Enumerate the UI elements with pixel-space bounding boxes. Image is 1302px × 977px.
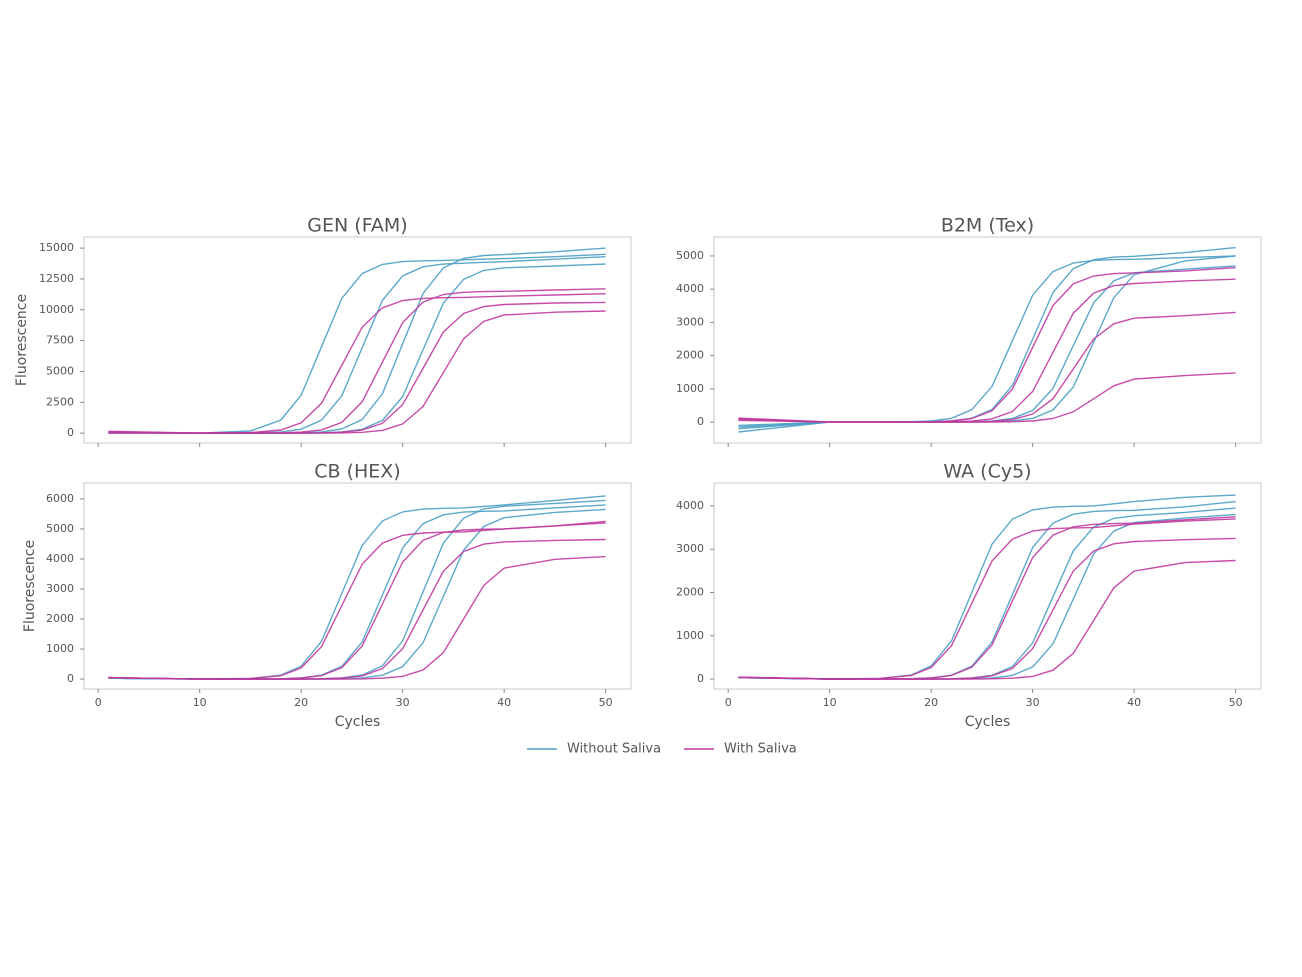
legend-label: With Saliva <box>724 742 797 757</box>
x-tick-label: 20 <box>294 696 308 709</box>
x-tick-label: 0 <box>95 696 102 709</box>
panel-title: CB (HEX) <box>314 461 400 483</box>
y-tick-label: 5000 <box>46 522 74 535</box>
x-tick-label: 50 <box>599 696 613 709</box>
x-axis-label: Cycles <box>965 714 1011 730</box>
panel-title: GEN (FAM) <box>307 215 407 237</box>
y-tick-label: 2500 <box>46 395 74 408</box>
curve <box>108 253 606 434</box>
y-tick-label: 5000 <box>676 249 704 262</box>
x-tick-label: 30 <box>1026 696 1040 709</box>
curve <box>108 504 606 680</box>
y-tick-label: 4000 <box>676 282 704 295</box>
y-axis-label: Fluorescence <box>22 540 38 632</box>
curve <box>738 513 1236 680</box>
y-tick-label: 0 <box>67 426 74 439</box>
x-tick-label: 10 <box>193 696 207 709</box>
plot-frame <box>713 236 1262 444</box>
y-tick-label: 4000 <box>46 552 74 565</box>
curve <box>108 508 606 680</box>
curve <box>738 246 1236 433</box>
y-tick-label: 3000 <box>676 315 704 328</box>
panel: CB (HEX) 0 10 20 30 40 50 0 1000 2000 3000 4000 5000… <box>22 461 632 730</box>
curve <box>738 559 1236 680</box>
y-axis-label: Fluorescence <box>14 294 30 386</box>
x-tick-label: 40 <box>497 696 511 709</box>
x-tick-label: 50 <box>1229 696 1243 709</box>
y-tick-label: 2000 <box>676 585 704 598</box>
y-tick-label: 2000 <box>676 349 704 362</box>
x-tick-label: 40 <box>1127 696 1141 709</box>
y-tick-label: 15000 <box>39 241 74 254</box>
y-tick-label: 1000 <box>676 629 704 642</box>
curve <box>738 265 1236 427</box>
y-tick-label: 0 <box>697 415 704 428</box>
legend-label: Without Saliva <box>567 742 661 757</box>
x-axis-label: Cycles <box>335 714 381 730</box>
curve <box>108 538 606 680</box>
curve <box>738 311 1236 423</box>
panel: GEN (FAM) 0 2500 5000 7500 10000 12500 15000 Flu… <box>14 215 632 447</box>
curve <box>108 301 606 434</box>
x-tick-label: 30 <box>396 696 410 709</box>
x-tick-label: 20 <box>924 696 938 709</box>
curve <box>108 293 606 434</box>
y-tick-label: 7500 <box>46 334 74 347</box>
curve <box>108 520 606 680</box>
plot-frame <box>713 482 1262 690</box>
plot-frame <box>83 482 632 690</box>
y-tick-label: 6000 <box>46 492 74 505</box>
curve <box>738 518 1236 680</box>
y-tick-label: 5000 <box>46 364 74 377</box>
curve <box>738 537 1236 680</box>
y-tick-label: 0 <box>67 672 74 685</box>
x-tick-label: 0 <box>725 696 732 709</box>
panel-title: WA (Cy5) <box>943 461 1031 483</box>
y-tick-label: 3000 <box>46 582 74 595</box>
curve <box>108 522 606 680</box>
y-tick-label: 4000 <box>676 499 704 512</box>
plot-frame <box>83 236 632 444</box>
curve <box>738 266 1236 423</box>
y-tick-label: 0 <box>697 672 704 685</box>
curve <box>738 278 1236 423</box>
panel: B2M (Tex) 0 1000 2000 3000 4000 5000 <box>676 215 1262 447</box>
x-tick-label: 10 <box>823 696 837 709</box>
panel-title: B2M (Tex) <box>941 215 1034 237</box>
curve <box>108 247 606 434</box>
y-tick-label: 10000 <box>39 303 74 316</box>
curve <box>108 555 606 680</box>
curve <box>108 310 606 434</box>
curve <box>738 507 1236 680</box>
y-tick-label: 1000 <box>46 642 74 655</box>
y-tick-label: 3000 <box>676 542 704 555</box>
y-tick-label: 12500 <box>39 272 74 285</box>
curve <box>738 372 1236 423</box>
y-tick-label: 2000 <box>46 612 74 625</box>
panel: WA (Cy5) 0 10 20 30 40 50 0 1000 2000 3000 4000 Cycl… <box>676 461 1262 730</box>
y-tick-label: 1000 <box>676 382 704 395</box>
curve <box>738 500 1236 680</box>
